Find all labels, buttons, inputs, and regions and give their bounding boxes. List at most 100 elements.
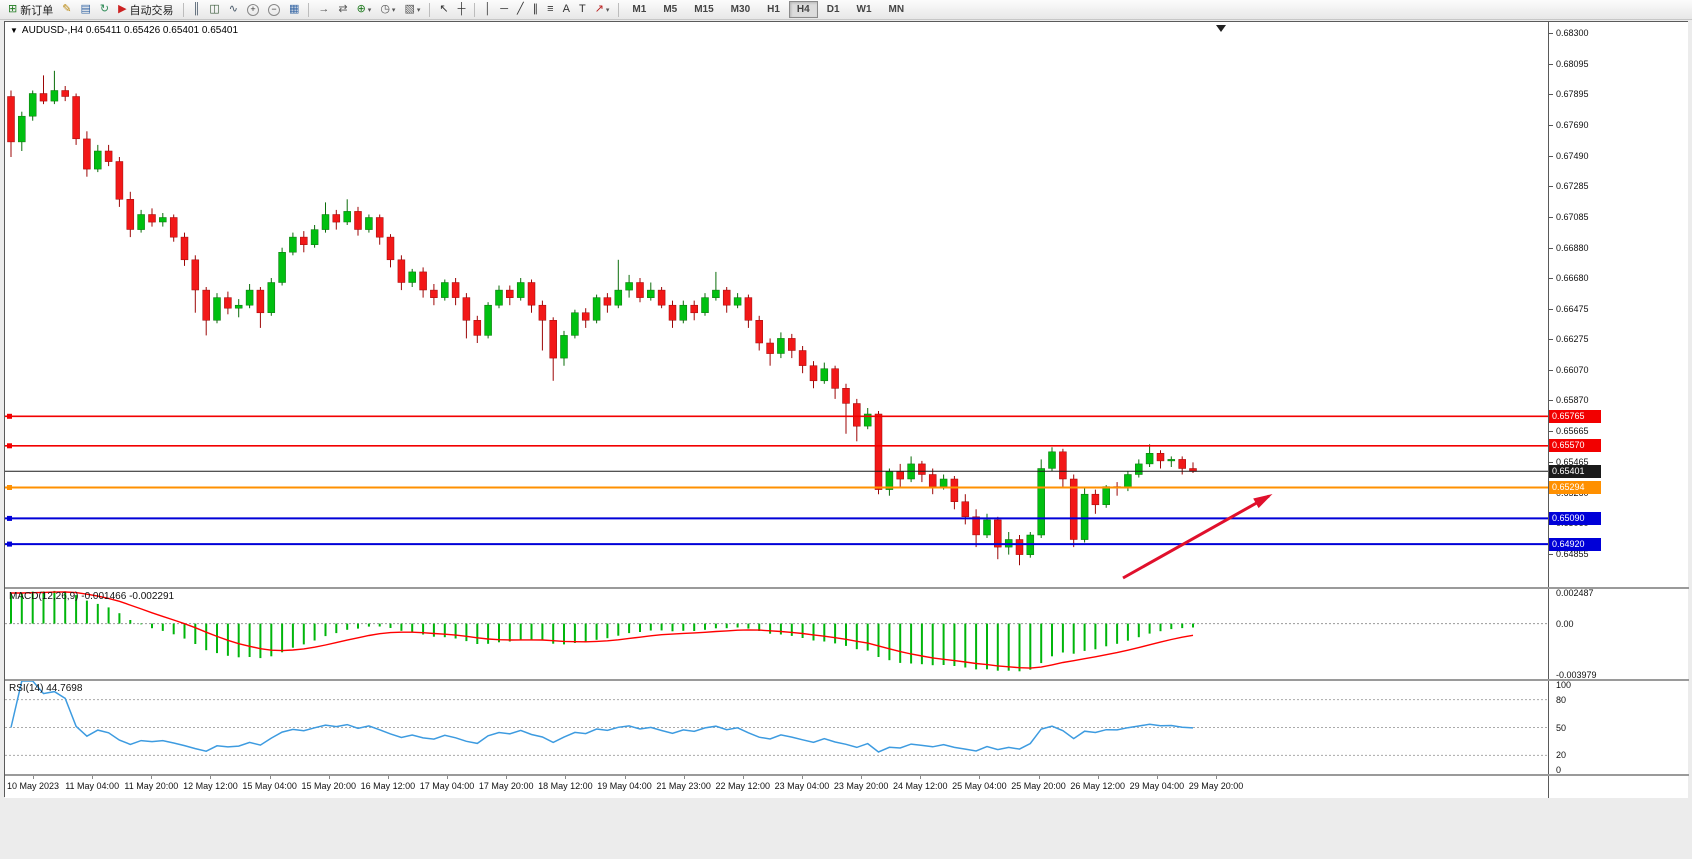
- macd-panel-chart[interactable]: [5, 589, 1548, 679]
- candle: [1124, 474, 1132, 489]
- cursor-button[interactable]: ↖: [435, 1, 452, 18]
- vertical-line-button[interactable]: │: [480, 1, 495, 18]
- candle: [332, 214, 341, 223]
- auto-scroll-button[interactable]: →: [314, 1, 333, 18]
- candle: [1059, 451, 1067, 480]
- line-anchor-handle[interactable]: [7, 443, 12, 449]
- periods-button[interactable]: ◷ ▾: [376, 1, 399, 18]
- price-badge: 0.65090: [1549, 511, 1601, 525]
- candle: [1145, 453, 1154, 465]
- bar-chart-button[interactable]: ║: [189, 1, 205, 18]
- chart-shift-marker-icon[interactable]: [1216, 25, 1226, 32]
- rsi-panel-chart[interactable]: [5, 681, 1548, 774]
- tile-windows-button[interactable]: ▦: [285, 1, 303, 18]
- price-tick-label: 0.67085: [1556, 211, 1589, 222]
- time-tick-mark: [565, 776, 567, 779]
- time-axis[interactable]: 10 May 2023 11 May 04:00 11 May 20:00 12 Ma…: [5, 776, 1548, 798]
- panel-splitter[interactable]: [5, 587, 1689, 589]
- time-axis-border: [5, 774, 1689, 776]
- candle: [842, 388, 850, 404]
- channel-button[interactable]: ∥: [529, 1, 543, 18]
- axis-tick-mark: [1549, 155, 1553, 157]
- line-chart-button[interactable]: ∿: [225, 1, 242, 18]
- candle: [419, 271, 427, 291]
- price-axis[interactable]: 0.68300 0.68095 0.67895 0.67690 0.67490 0.672…: [1548, 22, 1688, 798]
- candle: [83, 138, 91, 170]
- print-button[interactable]: ▤: [76, 1, 94, 18]
- timeframe-mn-button[interactable]: MN: [881, 1, 913, 18]
- chart-menu-icon[interactable]: ▼: [10, 26, 18, 35]
- autotrading-icon: ▶: [118, 3, 127, 15]
- line-anchor-handle[interactable]: [7, 541, 12, 547]
- candle: [896, 471, 904, 480]
- candle: [755, 320, 763, 344]
- candle: [744, 297, 753, 321]
- timeframe-m1-button[interactable]: M1: [624, 1, 654, 18]
- timeframe-m30-button[interactable]: M30: [723, 1, 758, 18]
- rsi-axis-label: 20: [1556, 750, 1567, 761]
- timeframe-h1-button[interactable]: H1: [759, 1, 788, 18]
- candle: [50, 90, 59, 102]
- timeframe-h4-button[interactable]: H4: [788, 1, 818, 18]
- bar-chart-icon: ║: [192, 3, 201, 15]
- horizontal-line-button[interactable]: ─: [496, 1, 512, 18]
- price-badge: 0.64920: [1549, 537, 1601, 551]
- channel-icon: ∥: [532, 3, 539, 15]
- trend-arrow-line[interactable]: [1122, 494, 1270, 580]
- candle: [104, 150, 113, 162]
- candle: [1037, 468, 1045, 536]
- line-anchor-handle[interactable]: [7, 413, 12, 419]
- candle: [788, 338, 796, 351]
- main-price-chart[interactable]: [5, 22, 1548, 587]
- timeframe-d1-button[interactable]: D1: [819, 1, 848, 18]
- candle: [603, 297, 612, 306]
- time-axis-label: 29 May 04:00: [1129, 781, 1185, 791]
- crosshair-button[interactable]: ┼: [454, 1, 470, 18]
- indicators-button[interactable]: ⊕ ▾: [353, 1, 376, 18]
- panel-splitter[interactable]: [5, 679, 1689, 681]
- candle: [289, 236, 297, 253]
- refresh-button[interactable]: ↻: [96, 1, 113, 18]
- candle: [441, 282, 449, 298]
- candlestick-chart-button[interactable]: ◫: [205, 1, 223, 18]
- macd-axis-label: 0.00: [1556, 618, 1574, 629]
- metaeditor-button[interactable]: ✎: [58, 1, 75, 18]
- axis-tick-mark: [1549, 339, 1553, 341]
- rsi-axis-label: 0: [1556, 765, 1562, 775]
- candle: [213, 297, 221, 321]
- candle: [820, 368, 829, 382]
- fibonacci-button[interactable]: ≡: [543, 1, 557, 18]
- new-order-button[interactable]: ⊞ 新订单: [4, 1, 57, 18]
- axis-tick-mark: [1549, 461, 1553, 463]
- arrows-icon: ↗: [594, 3, 604, 15]
- templates-button[interactable]: ▧ ▾: [400, 1, 424, 18]
- candle: [1156, 453, 1165, 462]
- price-badge: 0.65765: [1549, 409, 1601, 423]
- candle: [549, 320, 557, 359]
- text-label-button[interactable]: T: [575, 1, 590, 18]
- rsi-label: RSI(14) 44.7698: [9, 683, 83, 694]
- line-anchor-handle[interactable]: [7, 485, 12, 490]
- indicators-icon: ⊕: [356, 3, 366, 15]
- timeframe-m15-button[interactable]: M15: [686, 1, 721, 18]
- candle: [831, 368, 839, 389]
- timeframe-m15-button-label: M15: [694, 4, 714, 15]
- time-tick-mark: [33, 776, 34, 779]
- chart-shift-button[interactable]: ⇄: [334, 1, 351, 18]
- refresh-icon: ↻: [99, 3, 110, 15]
- zoom-out-button[interactable]: −: [264, 1, 284, 18]
- toolbar-separator: [618, 2, 620, 17]
- trendline-button[interactable]: ╱: [513, 1, 528, 18]
- main-toolbar: ⊞ 新订单 ✎ ▤ ↻ ▶ 自动交易 ║ ◫ ∿ + − ▦ → ⇄ ⊕ ▾ ◷ ▾ ▧ ▾ ↖ ┼ │ ─ ╱ ∥ ≡ A T ↗ ▾ M1 M…: [0, 0, 1692, 20]
- autotrading-button[interactable]: ▶ 自动交易: [114, 1, 177, 18]
- arrows-button[interactable]: ↗ ▾: [591, 1, 614, 18]
- timeframe-w1-button[interactable]: W1: [849, 1, 880, 18]
- new-order-icon: ⊞: [8, 3, 18, 15]
- text-button[interactable]: A: [559, 1, 574, 18]
- candle: [647, 289, 655, 298]
- zoom-in-button[interactable]: +: [243, 1, 263, 18]
- candle: [798, 350, 807, 366]
- timeframe-m5-button[interactable]: M5: [655, 1, 685, 18]
- line-anchor-handle[interactable]: [7, 515, 12, 521]
